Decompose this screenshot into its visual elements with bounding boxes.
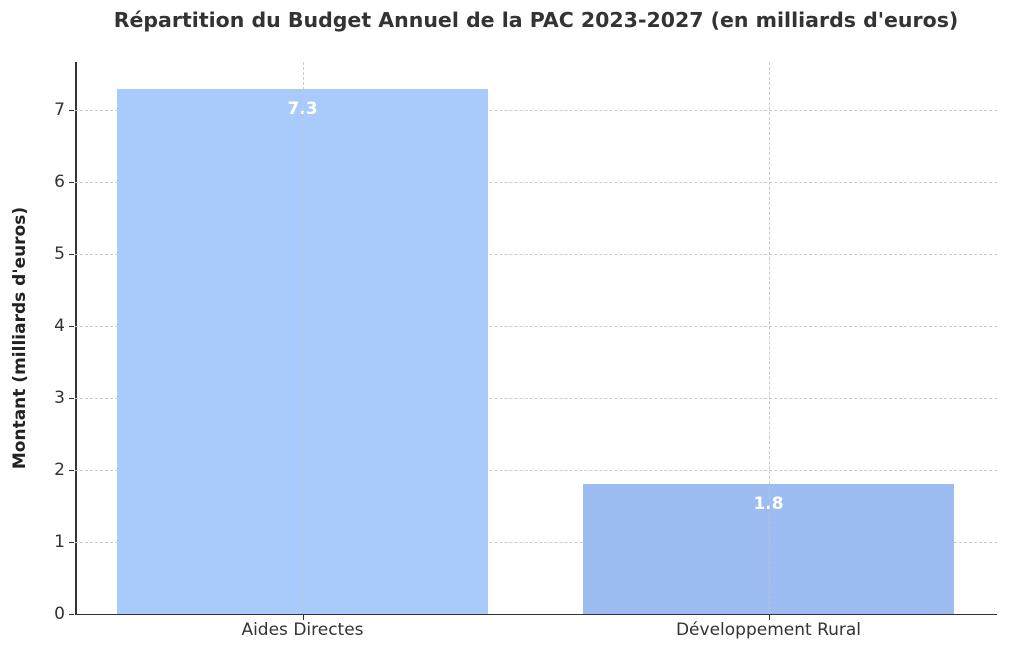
y-tick — [69, 398, 74, 400]
y-tick — [69, 326, 74, 328]
x-tick-label: Aides Directes — [241, 620, 364, 640]
y-axis-label: Montant (milliards d'euros) — [10, 206, 30, 470]
y-tick-label: 1 — [54, 532, 65, 553]
y-tick — [69, 182, 74, 184]
chart-title: Répartition du Budget Annuel de la PAC 2… — [113, 8, 959, 32]
grid-line-horizontal — [75, 110, 997, 112]
grid-line-vertical — [768, 62, 770, 614]
grid-line-horizontal — [75, 470, 997, 472]
grid-line-horizontal — [75, 254, 997, 256]
y-tick-label: 3 — [54, 388, 65, 409]
x-tick-label: Développement Rural — [675, 620, 862, 640]
grid-line-horizontal — [75, 398, 997, 400]
y-tick-label: 0 — [54, 604, 65, 624]
y-tick — [69, 614, 74, 615]
y-tick — [69, 110, 74, 112]
x-tick — [768, 615, 770, 620]
y-axis-line — [75, 62, 77, 615]
x-axis-line — [75, 613, 997, 615]
y-tick-label: 4 — [54, 316, 65, 337]
y-tick — [69, 542, 74, 544]
y-tick-label: 5 — [54, 244, 65, 265]
grid-line-vertical — [302, 62, 304, 614]
grid-line-horizontal — [75, 326, 997, 328]
plot-area: 0 1 2 3 4 5 6 7 7.3 Aides Directes 1.8 Développemen… — [54, 62, 997, 640]
y-tick-label: 7 — [54, 100, 65, 121]
grid-line-horizontal — [75, 542, 997, 544]
y-tick-label: 6 — [54, 172, 65, 193]
grid-line-horizontal — [75, 182, 997, 184]
x-tick — [302, 615, 304, 620]
y-tick — [69, 470, 74, 472]
y-tick-label: 2 — [54, 460, 65, 481]
y-tick — [69, 254, 74, 256]
